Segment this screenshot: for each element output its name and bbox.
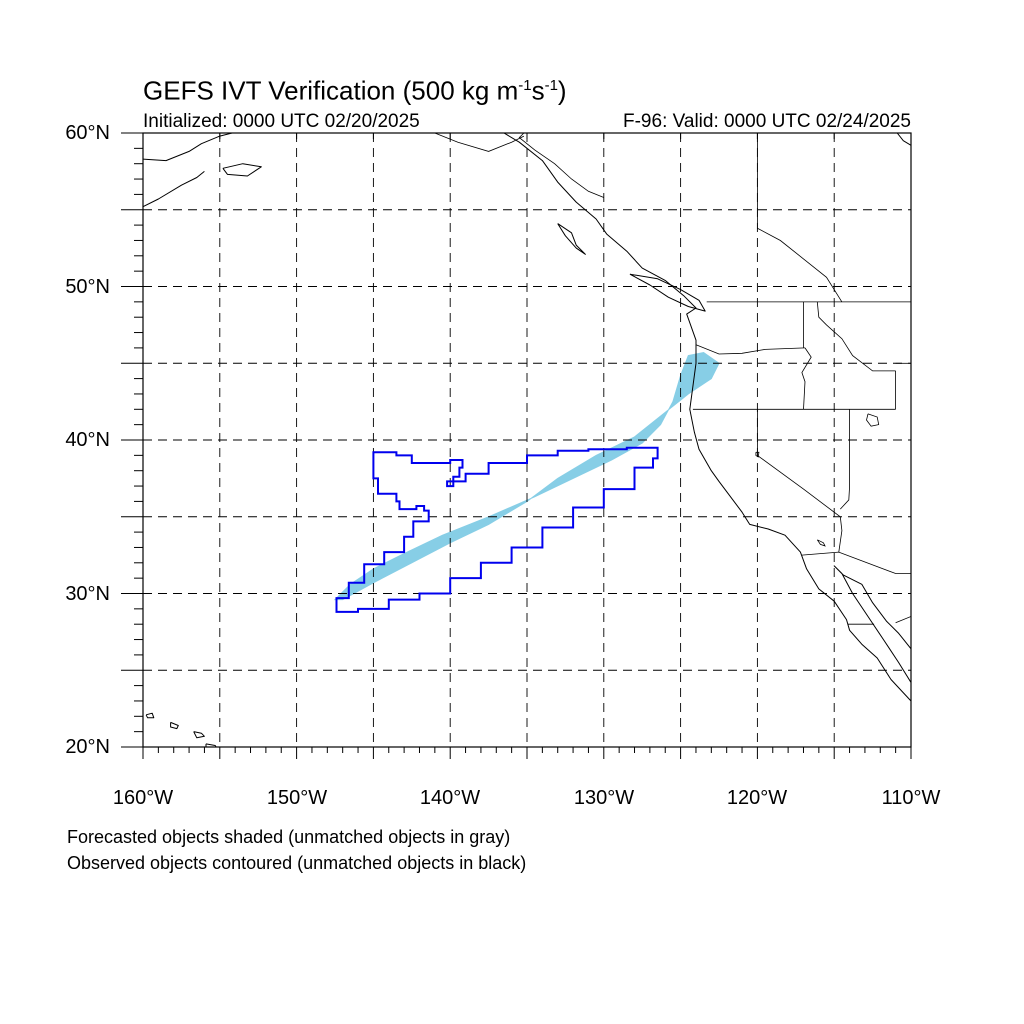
lat-label-20n: 20°N xyxy=(65,736,110,758)
border-ca-nv xyxy=(757,409,841,518)
coastline-hawaii-kauai xyxy=(145,712,155,719)
lon-label-160w: 160°W xyxy=(112,787,174,809)
lake-salton-sea xyxy=(816,539,826,547)
map-frame xyxy=(142,132,912,748)
coastline-hawaii-maui xyxy=(193,731,205,739)
lat-label-50n: 50°N xyxy=(65,276,110,298)
title-exponent-1: -1 xyxy=(518,77,532,94)
lon-label-110w: 110°W xyxy=(881,787,941,809)
coastline-baja-east-coast xyxy=(833,565,911,683)
valid-time: F-96: Valid: 0000 UTC 02/24/2025 xyxy=(623,111,911,132)
lon-label-140w: 140°W xyxy=(419,787,481,809)
lon-label-130w: 130°W xyxy=(573,787,635,809)
coastlines-layer xyxy=(143,133,911,747)
lon-label-120w: 120°W xyxy=(726,787,788,809)
coastline-hudson-bay-edge xyxy=(896,133,911,146)
coastline-vancouver-island xyxy=(629,273,706,312)
lat-label-40n: 40°N xyxy=(65,429,110,451)
border-bc-alberta xyxy=(757,133,843,303)
coastline-hawaii-big-island xyxy=(205,743,217,747)
border-wa-or xyxy=(695,344,806,355)
coastline-kodiak-island xyxy=(222,163,262,177)
border-id-mt xyxy=(816,301,896,372)
observed-legend-note: Observed objects contoured (unmatched ob… xyxy=(67,853,527,873)
observed-object-contour xyxy=(335,446,659,613)
forecast-legend-note: Forecasted objects shaded (unmatched obj… xyxy=(67,827,511,847)
title-exponent-2: -1 xyxy=(544,77,558,94)
lat-label-30n: 30°N xyxy=(65,583,110,605)
border-sonora-chihuahua xyxy=(895,616,911,624)
coastline-haida-gwaii xyxy=(557,223,586,255)
coastline-alaska-peninsula xyxy=(143,133,233,162)
border-az-ca xyxy=(838,516,843,553)
lake-great-salt-lake xyxy=(866,413,880,427)
border-us-mexico xyxy=(801,551,911,574)
lat-label-60n: 60°N xyxy=(65,122,110,144)
title-mid: s xyxy=(531,75,545,106)
border-or-id xyxy=(801,347,812,410)
plot-title: GEFS IVT Verification (500 kg m-1s-1) xyxy=(143,70,567,107)
border-nv-ut-az xyxy=(840,409,850,510)
lake-lake-tahoe xyxy=(755,451,760,458)
initialized-time: Initialized: 0000 UTC 02/20/2025 xyxy=(143,111,420,132)
coastline-hawaii-oahu xyxy=(170,721,179,730)
grid-lines xyxy=(143,133,911,747)
title-suffix: ) xyxy=(557,75,567,106)
border-alaska-canada xyxy=(434,133,525,152)
coastline-alaska-peninsula-south xyxy=(143,171,205,208)
axis-ticks xyxy=(121,132,912,759)
title-prefix: GEFS IVT Verification (500 kg m xyxy=(143,75,519,106)
observed-objects-layer xyxy=(335,446,659,613)
border-bc-yukon xyxy=(518,133,604,198)
lon-label-150w: 150°W xyxy=(266,787,328,809)
coastline-north-america-west-coast xyxy=(503,133,911,702)
